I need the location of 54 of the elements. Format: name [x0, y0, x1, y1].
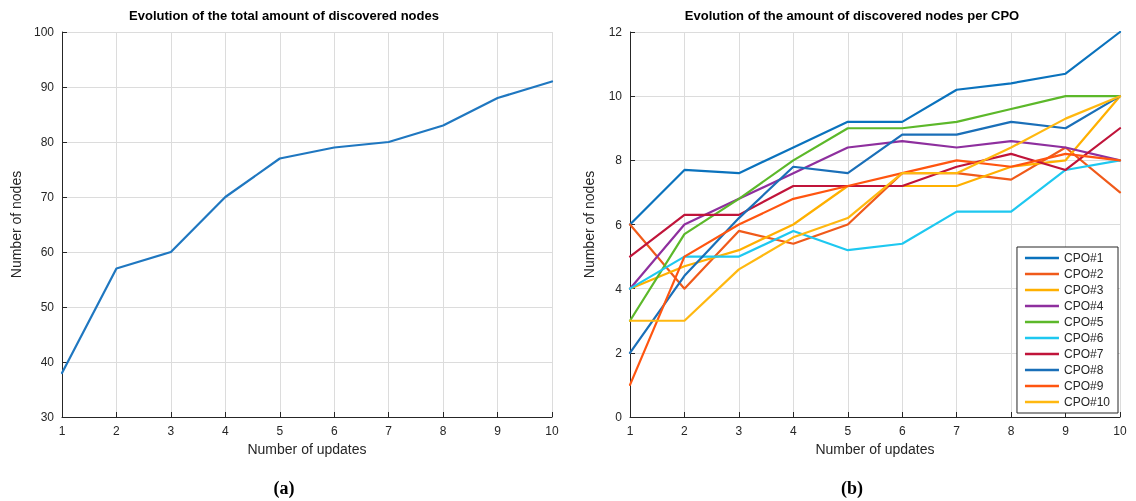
y-tick-label: 60	[40, 245, 55, 259]
y-tick-label: 8	[615, 153, 623, 168]
x-tick-label: 6	[898, 424, 906, 438]
y-tick-label: 50	[40, 300, 55, 314]
x-tick-label: 1	[58, 424, 66, 438]
x-tick-label: 10	[1113, 424, 1127, 438]
x-tick-label: 4	[221, 424, 229, 438]
y-tick-label: 6	[615, 217, 623, 232]
x-tick-label: 5	[276, 424, 284, 438]
legend-label: CPO#4	[1063, 299, 1104, 313]
x-tick-label: 3	[167, 424, 175, 438]
x-tick-label: 7	[953, 424, 961, 438]
line-series	[60, 80, 554, 375]
y-tick-label: 100	[33, 25, 55, 39]
x-tick-label: 7	[385, 424, 393, 438]
x-tick-label: 9	[1062, 424, 1070, 438]
x-tick-label: 8	[439, 424, 447, 438]
legend-label: CPO#8	[1063, 363, 1104, 377]
chart-title: Evolution of the total amount of discovered nodes	[129, 8, 439, 23]
y-tick-label: 10	[608, 89, 623, 104]
legend-label: CPO#2	[1063, 267, 1104, 281]
x-tick-label: 9	[494, 424, 502, 438]
text: (b)	[841, 478, 864, 499]
y-tick-label: 70	[40, 190, 55, 204]
y-axis-title: Number of nodes	[8, 170, 25, 279]
x-tick-label: 2	[113, 424, 121, 438]
y-tick-label: 30	[40, 410, 55, 424]
text: (a)	[273, 478, 295, 499]
legend-label: CPO#5	[1063, 315, 1104, 329]
legend-label: CPO#9	[1063, 379, 1104, 393]
x-tick-label: 8	[1007, 424, 1015, 438]
y-tick-label: 80	[40, 135, 55, 149]
y-axis-title: Number of nodes	[581, 170, 597, 279]
y-tick-label: 40	[40, 355, 55, 369]
x-tick-label: 4	[789, 424, 797, 438]
legend-label: CPO#7	[1063, 347, 1104, 361]
x-axis-title: Number of updates	[247, 440, 367, 457]
x-tick-label: 10	[545, 424, 559, 438]
y-tick-label: 90	[40, 80, 55, 94]
x-tick-label: 6	[330, 424, 338, 438]
x-tick-label: 1	[626, 424, 634, 438]
legend-label: CPO#10	[1063, 395, 1111, 409]
x-tick-label: 2	[681, 424, 689, 438]
x-axis-title: Number of updates	[815, 440, 935, 457]
y-tick-label: 0	[615, 410, 623, 424]
x-tick-label: 3	[735, 424, 743, 438]
legend-label: CPO#1	[1063, 251, 1104, 265]
chart-title: Evolution of the amount of discovered nodes per CPO	[684, 8, 1020, 23]
y-tick-label: 4	[615, 281, 623, 296]
legend-label: CPO#3	[1063, 283, 1104, 297]
legend-label: CPO#6	[1063, 331, 1104, 345]
x-tick-label: 5	[844, 424, 852, 438]
y-tick-label: 2	[615, 345, 623, 360]
y-tick-label: 12	[608, 25, 623, 39]
